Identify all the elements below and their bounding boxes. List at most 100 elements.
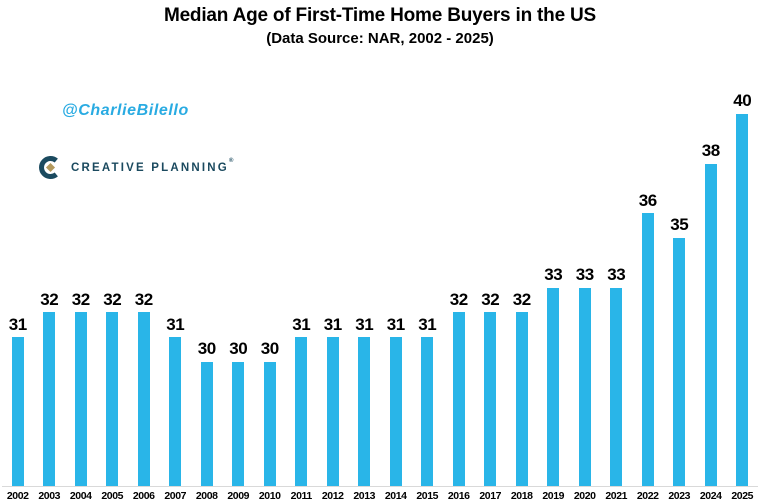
- bar-column: 31: [160, 314, 192, 486]
- creative-planning-c-icon: [39, 156, 58, 179]
- bar-column: 36: [632, 190, 664, 486]
- x-tick-label: 2021: [605, 490, 628, 502]
- x-tick-label: 2004: [69, 490, 92, 502]
- x-tick-label: 2010: [258, 490, 281, 502]
- x-tick-label: 2009: [227, 490, 250, 502]
- bar-column: 32: [475, 290, 507, 486]
- bar-column: 31: [317, 314, 349, 486]
- bar: [295, 337, 308, 486]
- bar-value-label: 32: [134, 289, 153, 309]
- x-tick-label: 2013: [353, 490, 376, 502]
- logo-text: CREATIVE PLANNING: [71, 161, 229, 174]
- bar: [515, 312, 528, 486]
- bar-value-label: 30: [260, 339, 279, 359]
- bar: [484, 312, 497, 486]
- bar-column: 38: [695, 140, 727, 486]
- bar-column: 33: [569, 264, 601, 486]
- bar-column: 32: [34, 289, 66, 486]
- bar-value-label: 31: [386, 314, 405, 334]
- chart-subtitle: (Data Source: NAR, 2002 - 2025): [266, 30, 494, 47]
- x-tick-label: 2020: [573, 490, 596, 502]
- bar-value-label: 31: [355, 314, 374, 334]
- bar: [169, 337, 182, 486]
- bar-column: 32: [506, 290, 538, 486]
- x-tick-label: 2023: [668, 490, 691, 502]
- bar: [704, 163, 717, 486]
- x-tick-label: 2007: [164, 490, 187, 502]
- creative-planning-logo: CREATIVE PLANNING ®: [38, 155, 233, 180]
- bar: [106, 312, 119, 486]
- bar: [641, 213, 654, 486]
- bar-value-label: 31: [8, 314, 27, 334]
- bar-chart: 31 32 32 32 32 31 30 30 30 31 31 31 31 31 32 32 32 33 33 33…: [2, 88, 758, 502]
- bar: [452, 312, 465, 486]
- x-tick-label: 2014: [384, 490, 407, 502]
- registered-mark: ®: [228, 158, 234, 164]
- bar-column: 31: [2, 314, 34, 486]
- x-tick-label: 2003: [38, 490, 61, 502]
- x-tick-label: 2024: [699, 490, 722, 502]
- x-tick-label: 2017: [479, 490, 502, 502]
- x-tick-label: 2022: [636, 490, 659, 502]
- bar-value-label: 35: [670, 215, 689, 235]
- bar: [263, 362, 276, 486]
- bar: [232, 362, 245, 486]
- x-tick-label: 2006: [132, 490, 155, 502]
- bar-value-label: 30: [229, 339, 248, 359]
- bar-value-label: 33: [575, 264, 594, 284]
- bar-column: 31: [349, 314, 381, 486]
- watermark-handle: @CharlieBilello: [62, 102, 189, 119]
- bar-value-label: 31: [166, 314, 185, 334]
- bar: [326, 337, 339, 486]
- bar: [736, 114, 749, 486]
- x-tick-label: 2019: [542, 490, 565, 502]
- bar-value-label: 40: [733, 91, 752, 111]
- bar-column: 35: [664, 216, 696, 486]
- bar-column: 30: [223, 340, 255, 486]
- bar-value-label: 32: [71, 289, 90, 309]
- x-tick-label: 2008: [195, 490, 218, 502]
- bar-column: 32: [443, 289, 475, 486]
- bar-value-label: 32: [103, 289, 122, 309]
- plot-area: 31 32 32 32 32 31 30 30 30 31 31 31 31 31 32 32 32 33 33 33…: [2, 88, 758, 487]
- bar-column: 40: [727, 92, 759, 486]
- x-tick-label: 2011: [290, 490, 313, 502]
- bar-column: 31: [412, 314, 444, 486]
- bar: [200, 362, 213, 486]
- x-tick-label: 2018: [510, 490, 533, 502]
- bar-value-label: 33: [544, 264, 563, 284]
- x-tick-label: 2025: [731, 490, 754, 502]
- bar-value-label: 33: [607, 264, 626, 284]
- bar-column: 32: [97, 289, 129, 486]
- x-tick-label: 2016: [447, 490, 470, 502]
- bar-column: 30: [191, 340, 223, 486]
- bar-column: 30: [254, 340, 286, 486]
- bar: [11, 337, 24, 486]
- bar-value-label: 32: [449, 289, 468, 309]
- x-axis-labels: 2002 2003 2004 2005 2006 2007 2008 2009 2010 2011…: [2, 487, 758, 502]
- bar: [358, 337, 371, 486]
- bar-value-label: 30: [197, 339, 216, 359]
- bar: [421, 337, 434, 486]
- x-tick-label: 2005: [101, 490, 124, 502]
- bar-column: 31: [380, 314, 412, 486]
- bar: [43, 312, 56, 486]
- bar-value-label: 38: [701, 140, 720, 160]
- bar: [578, 287, 591, 486]
- x-tick-label: 2012: [321, 490, 344, 502]
- bar-column: 31: [286, 314, 318, 486]
- x-tick-label: 2002: [6, 490, 29, 502]
- bar: [610, 287, 623, 486]
- bar-column: 33: [601, 264, 633, 486]
- bar: [389, 337, 402, 486]
- chart-title: Median Age of First-Time Home Buyers in …: [163, 5, 597, 26]
- bar-value-label: 31: [323, 314, 342, 334]
- bar: [547, 287, 560, 486]
- bar-value-label: 36: [638, 190, 657, 210]
- bar: [137, 312, 150, 486]
- bar: [74, 312, 87, 486]
- bar-value-label: 32: [40, 289, 59, 309]
- bar-value-label: 31: [418, 314, 437, 334]
- bar-value-label: 31: [292, 314, 311, 334]
